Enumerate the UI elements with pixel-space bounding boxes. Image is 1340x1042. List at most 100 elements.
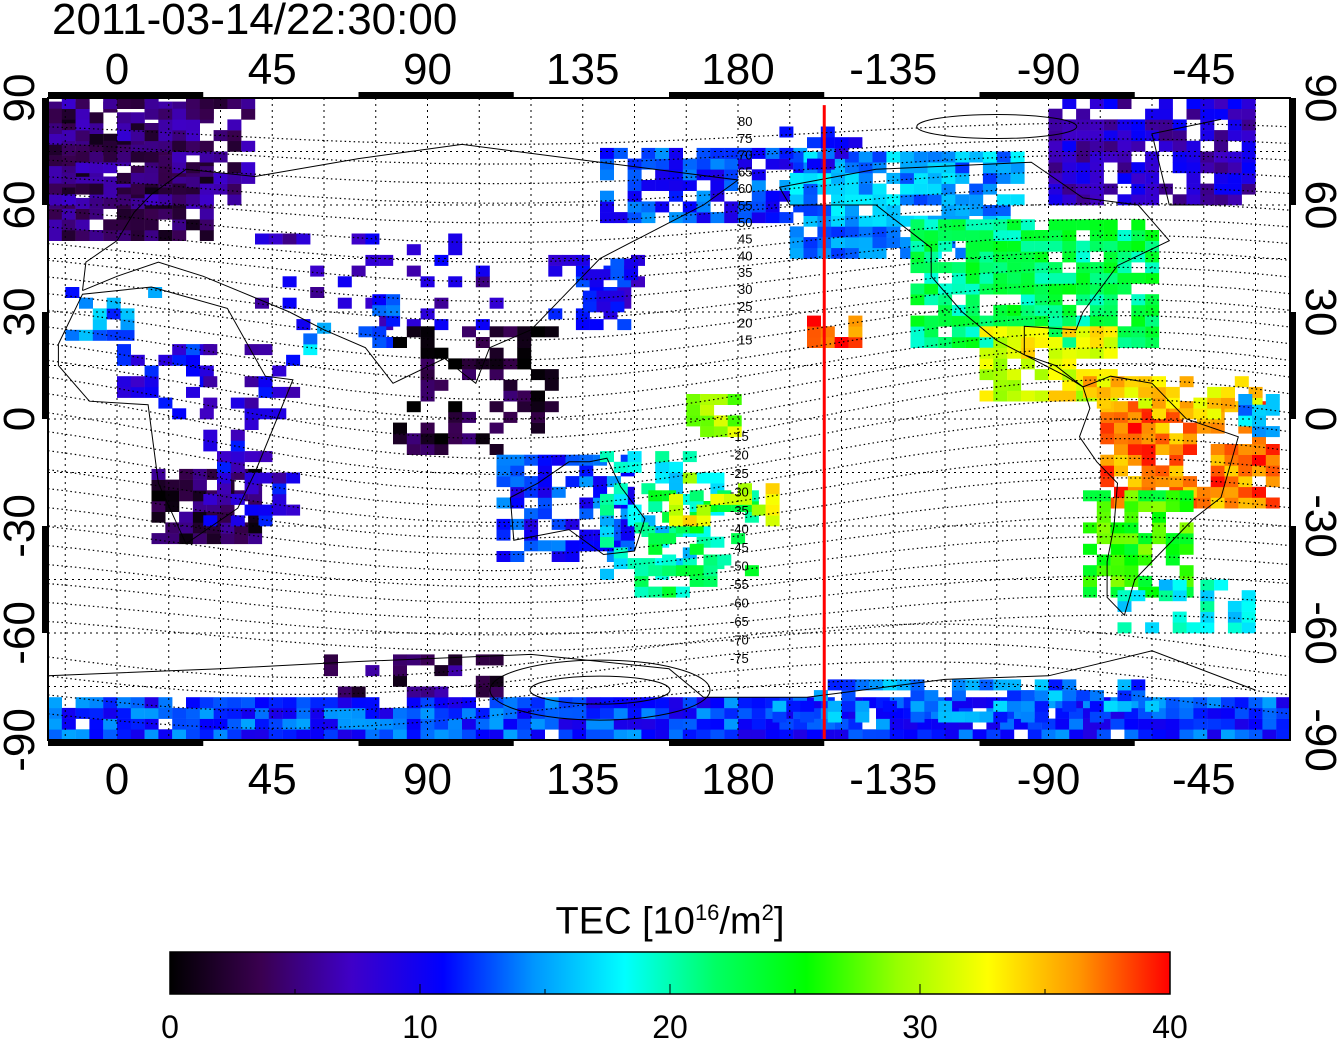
coastline: [48, 650, 1256, 698]
tec-cell: [489, 347, 504, 359]
tec-cell: [1152, 501, 1166, 512]
tec-cell: [910, 690, 925, 702]
tec-cell: [144, 123, 159, 134]
contour-label: 20: [738, 316, 752, 331]
tec-cell: [738, 707, 752, 719]
tec-cell: [1076, 219, 1091, 231]
tec-cell: [845, 151, 859, 163]
tec-cell: [1169, 465, 1184, 477]
tec-cell: [1193, 718, 1208, 730]
tec-cell: [406, 244, 421, 256]
tec-cell: [48, 208, 62, 220]
tec-cell: [951, 326, 966, 338]
tec-cell: [669, 718, 683, 730]
tec-cell: [1103, 251, 1118, 263]
tec-cell: [845, 183, 859, 195]
tec-cell: [1155, 444, 1170, 455]
tec-cell: [241, 729, 256, 740]
tec-cell: [1083, 543, 1097, 555]
tec-cell: [148, 287, 163, 298]
tec-cell: [951, 304, 966, 316]
tec-cell: [1131, 140, 1146, 152]
tec-cell: [1062, 219, 1077, 231]
tec-cell: [1234, 697, 1249, 709]
tec-cell: [1062, 119, 1077, 131]
tec-cell: [1252, 465, 1266, 477]
tec-cell: [475, 433, 490, 445]
tec-cell: [89, 697, 104, 709]
tec-cell: [993, 262, 1008, 274]
tec-cell: [1076, 140, 1091, 152]
tec-cell: [130, 183, 145, 195]
tec-cell: [241, 172, 256, 184]
left-axis-tick-label: 30: [0, 288, 44, 337]
tec-cell: [600, 697, 614, 709]
tec-cell: [1138, 490, 1153, 502]
frame-segment: [1290, 312, 1296, 419]
tec-cell: [1210, 454, 1225, 466]
tec-cell: [955, 247, 970, 259]
contour-loop: [916, 114, 1078, 140]
tec-cell: [103, 187, 118, 199]
tec-cell: [1034, 711, 1049, 723]
contour-line: [48, 234, 1290, 283]
tec-cell: [793, 718, 808, 730]
tec-cell: [1131, 337, 1146, 348]
tec-cell: [600, 190, 614, 202]
tec-cell: [1158, 108, 1173, 120]
tec-cell: [938, 240, 953, 252]
tec-cell: [1007, 700, 1022, 712]
tec-cell: [848, 337, 863, 348]
tec-cell: [682, 169, 697, 181]
tec-cell: [1186, 151, 1201, 163]
tec-cell: [172, 119, 187, 131]
tec-cell: [1238, 486, 1253, 498]
tec-cell: [820, 718, 835, 730]
contour-label: -60: [730, 596, 749, 611]
tec-cell: [876, 718, 890, 730]
contour-line: [48, 679, 1290, 729]
tec-cell: [1103, 304, 1118, 316]
tec-cell: [565, 454, 580, 466]
tec-cell: [655, 451, 670, 463]
tec-cell: [648, 533, 663, 545]
tec-cell: [531, 401, 545, 413]
tec-cell: [462, 326, 476, 338]
tec-cell: [510, 454, 525, 466]
contour-label: 30: [738, 282, 752, 297]
tec-cell: [517, 337, 532, 348]
tec-cell: [1165, 697, 1180, 709]
tec-cell: [831, 205, 846, 216]
tec-cell: [324, 707, 338, 719]
tec-cell: [1152, 707, 1166, 719]
tec-cell: [48, 101, 62, 113]
frame-segment: [358, 92, 514, 98]
tec-cell: [268, 697, 283, 709]
tec-cell: [234, 522, 249, 534]
tec-cell: [610, 290, 625, 302]
tec-cell: [268, 729, 283, 740]
tec-cell: [1248, 697, 1263, 709]
tec-cell: [820, 137, 835, 149]
tec-cell: [1265, 497, 1280, 509]
tec-cell: [682, 558, 697, 570]
tec-cell: [1020, 326, 1035, 338]
tec-cell: [165, 522, 180, 534]
tec-cell: [282, 718, 297, 730]
tec-cell: [600, 201, 614, 213]
tec-cell: [596, 290, 611, 302]
tec-cell: [855, 711, 870, 723]
tec-cell: [213, 172, 228, 184]
tec-cell: [789, 151, 804, 163]
tec-cell: [537, 486, 552, 498]
tec-cell: [1172, 140, 1187, 152]
tec-cell: [1089, 294, 1104, 306]
tec-cell: [548, 265, 563, 277]
tec-cell: [192, 511, 207, 523]
tec-cell: [1152, 490, 1166, 502]
tec-cell: [848, 137, 863, 149]
tec-cell: [61, 155, 76, 167]
tec-cell: [1034, 240, 1049, 252]
tec-cell: [669, 190, 683, 202]
tec-cell: [700, 415, 715, 427]
